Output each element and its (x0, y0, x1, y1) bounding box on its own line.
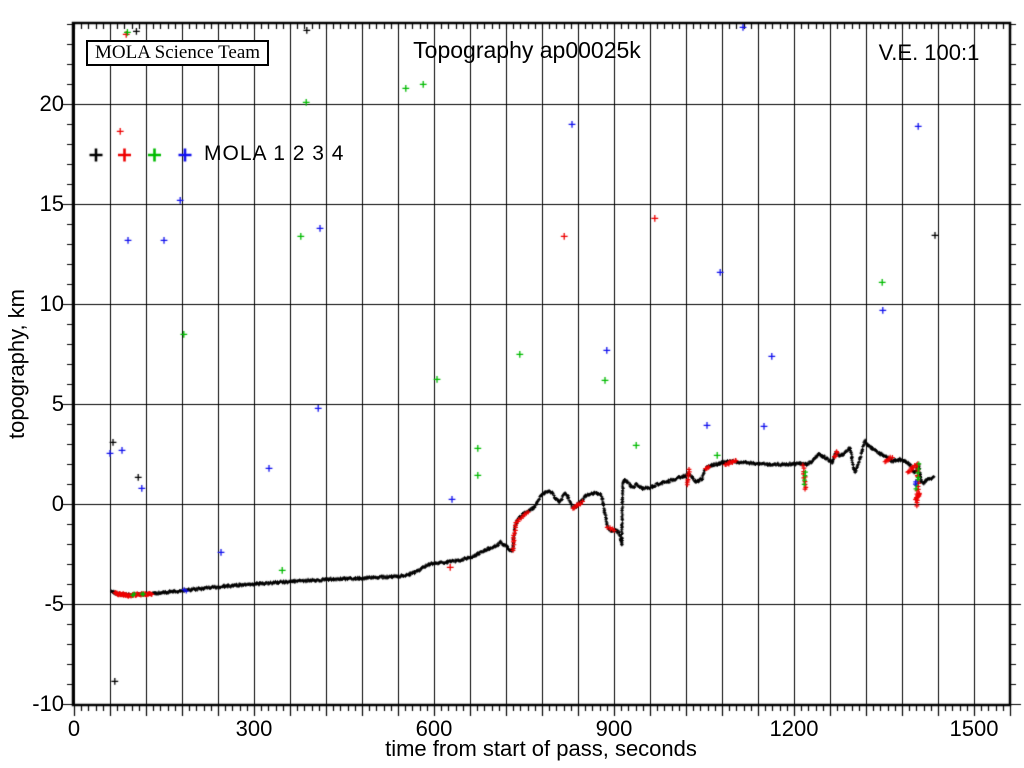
y-tick-label: -5 (44, 591, 64, 617)
x-axis-title: time from start of pass, seconds (385, 736, 697, 761)
y-tick-label: 10 (39, 291, 64, 317)
legend-label: MOLA 1 2 3 4 (204, 142, 345, 165)
y-tick-label: 15 (39, 191, 64, 217)
mola-science-team-text: MOLA Science Team (95, 42, 261, 63)
x-tick-label: 300 (235, 716, 273, 741)
y-tick-label: -10 (32, 691, 64, 717)
vertical-exaggeration-label: V.E. 100:1 (878, 40, 980, 65)
x-tick-label: 0 (67, 716, 81, 741)
x-tick-label: 1500 (949, 716, 999, 741)
x-tick-label: 900 (595, 716, 633, 741)
y-tick-label: 0 (51, 491, 64, 517)
chart-title: Topography ap00025k (413, 37, 641, 63)
mola-science-team-box: MOLA Science Team (86, 40, 270, 66)
x-tick-label: 600 (415, 716, 453, 741)
y-tick-label: 20 (39, 91, 64, 117)
y-tick-label: 5 (51, 391, 64, 417)
x-tick-label: 1200 (769, 716, 819, 741)
